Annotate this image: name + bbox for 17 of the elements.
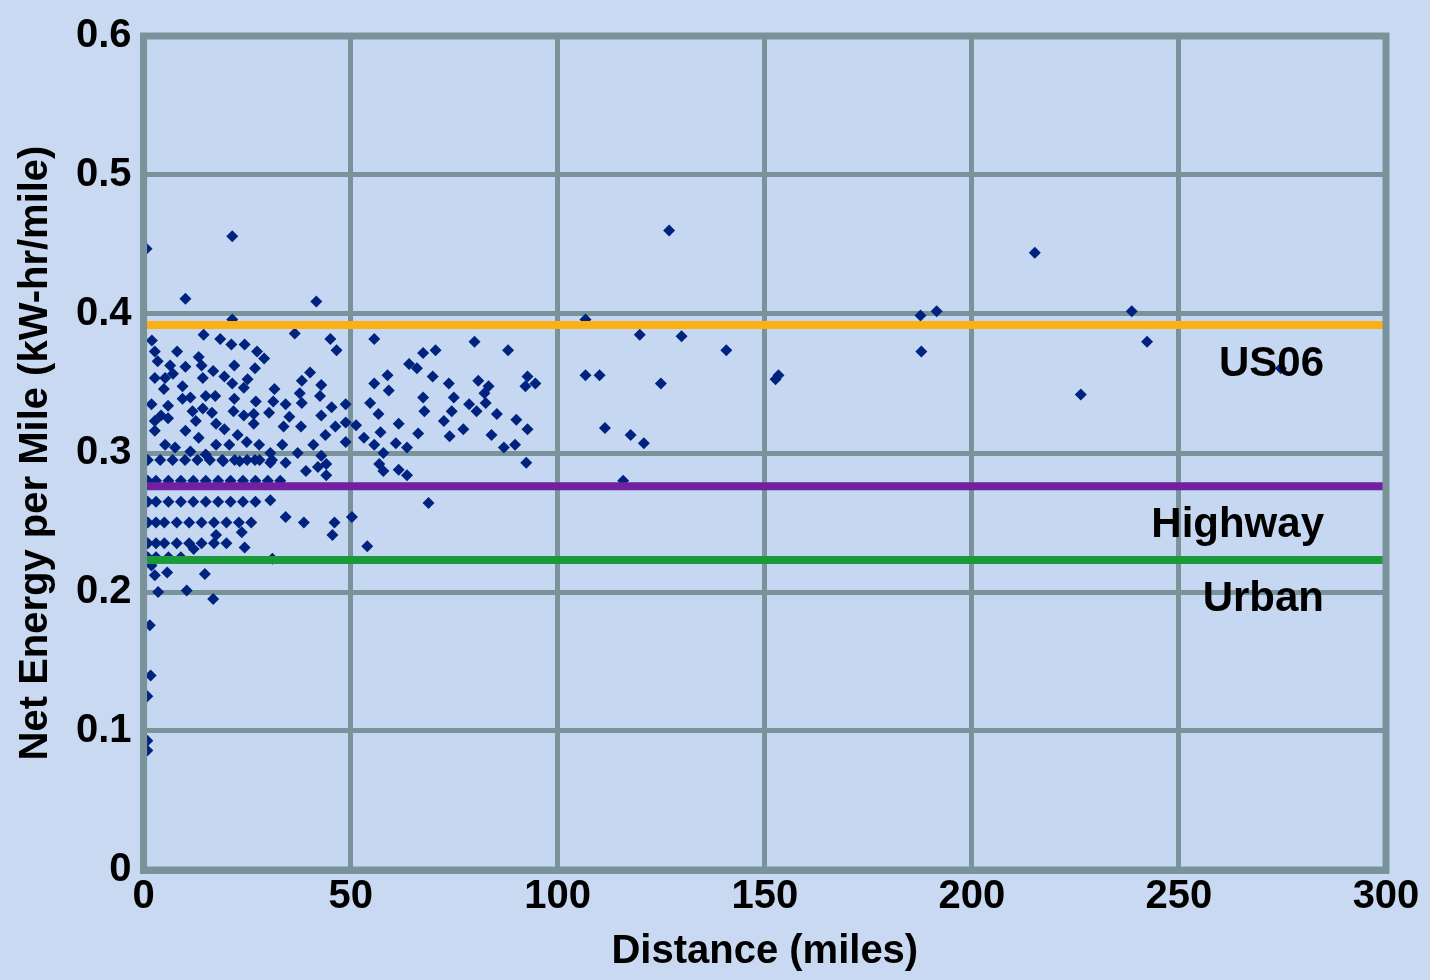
y-tick-label: 0.2 bbox=[76, 567, 132, 612]
x-axis-title: Distance (miles) bbox=[611, 927, 919, 972]
y-tick-label: 0.1 bbox=[76, 706, 132, 751]
x-tick-label: 50 bbox=[328, 872, 373, 917]
ref-line-label: US06 bbox=[1218, 337, 1324, 385]
y-tick-label: 0.6 bbox=[76, 11, 132, 56]
y-tick-label: 0.4 bbox=[76, 289, 133, 334]
x-tick-label: 150 bbox=[731, 872, 799, 917]
x-tick-label: 250 bbox=[1145, 872, 1213, 917]
x-tick-label: 100 bbox=[524, 872, 592, 917]
y-axis-title: Net Energy per Mile (kW-hr/mile) bbox=[11, 145, 56, 761]
ref-line-label: Highway bbox=[1151, 498, 1325, 546]
ref-line-label: Urban bbox=[1202, 572, 1324, 620]
x-tick-label: 300 bbox=[1352, 872, 1420, 917]
x-tick-label: 200 bbox=[938, 872, 1006, 917]
y-tick-label: 0.5 bbox=[76, 150, 132, 195]
y-tick-label: 0.3 bbox=[76, 428, 132, 473]
